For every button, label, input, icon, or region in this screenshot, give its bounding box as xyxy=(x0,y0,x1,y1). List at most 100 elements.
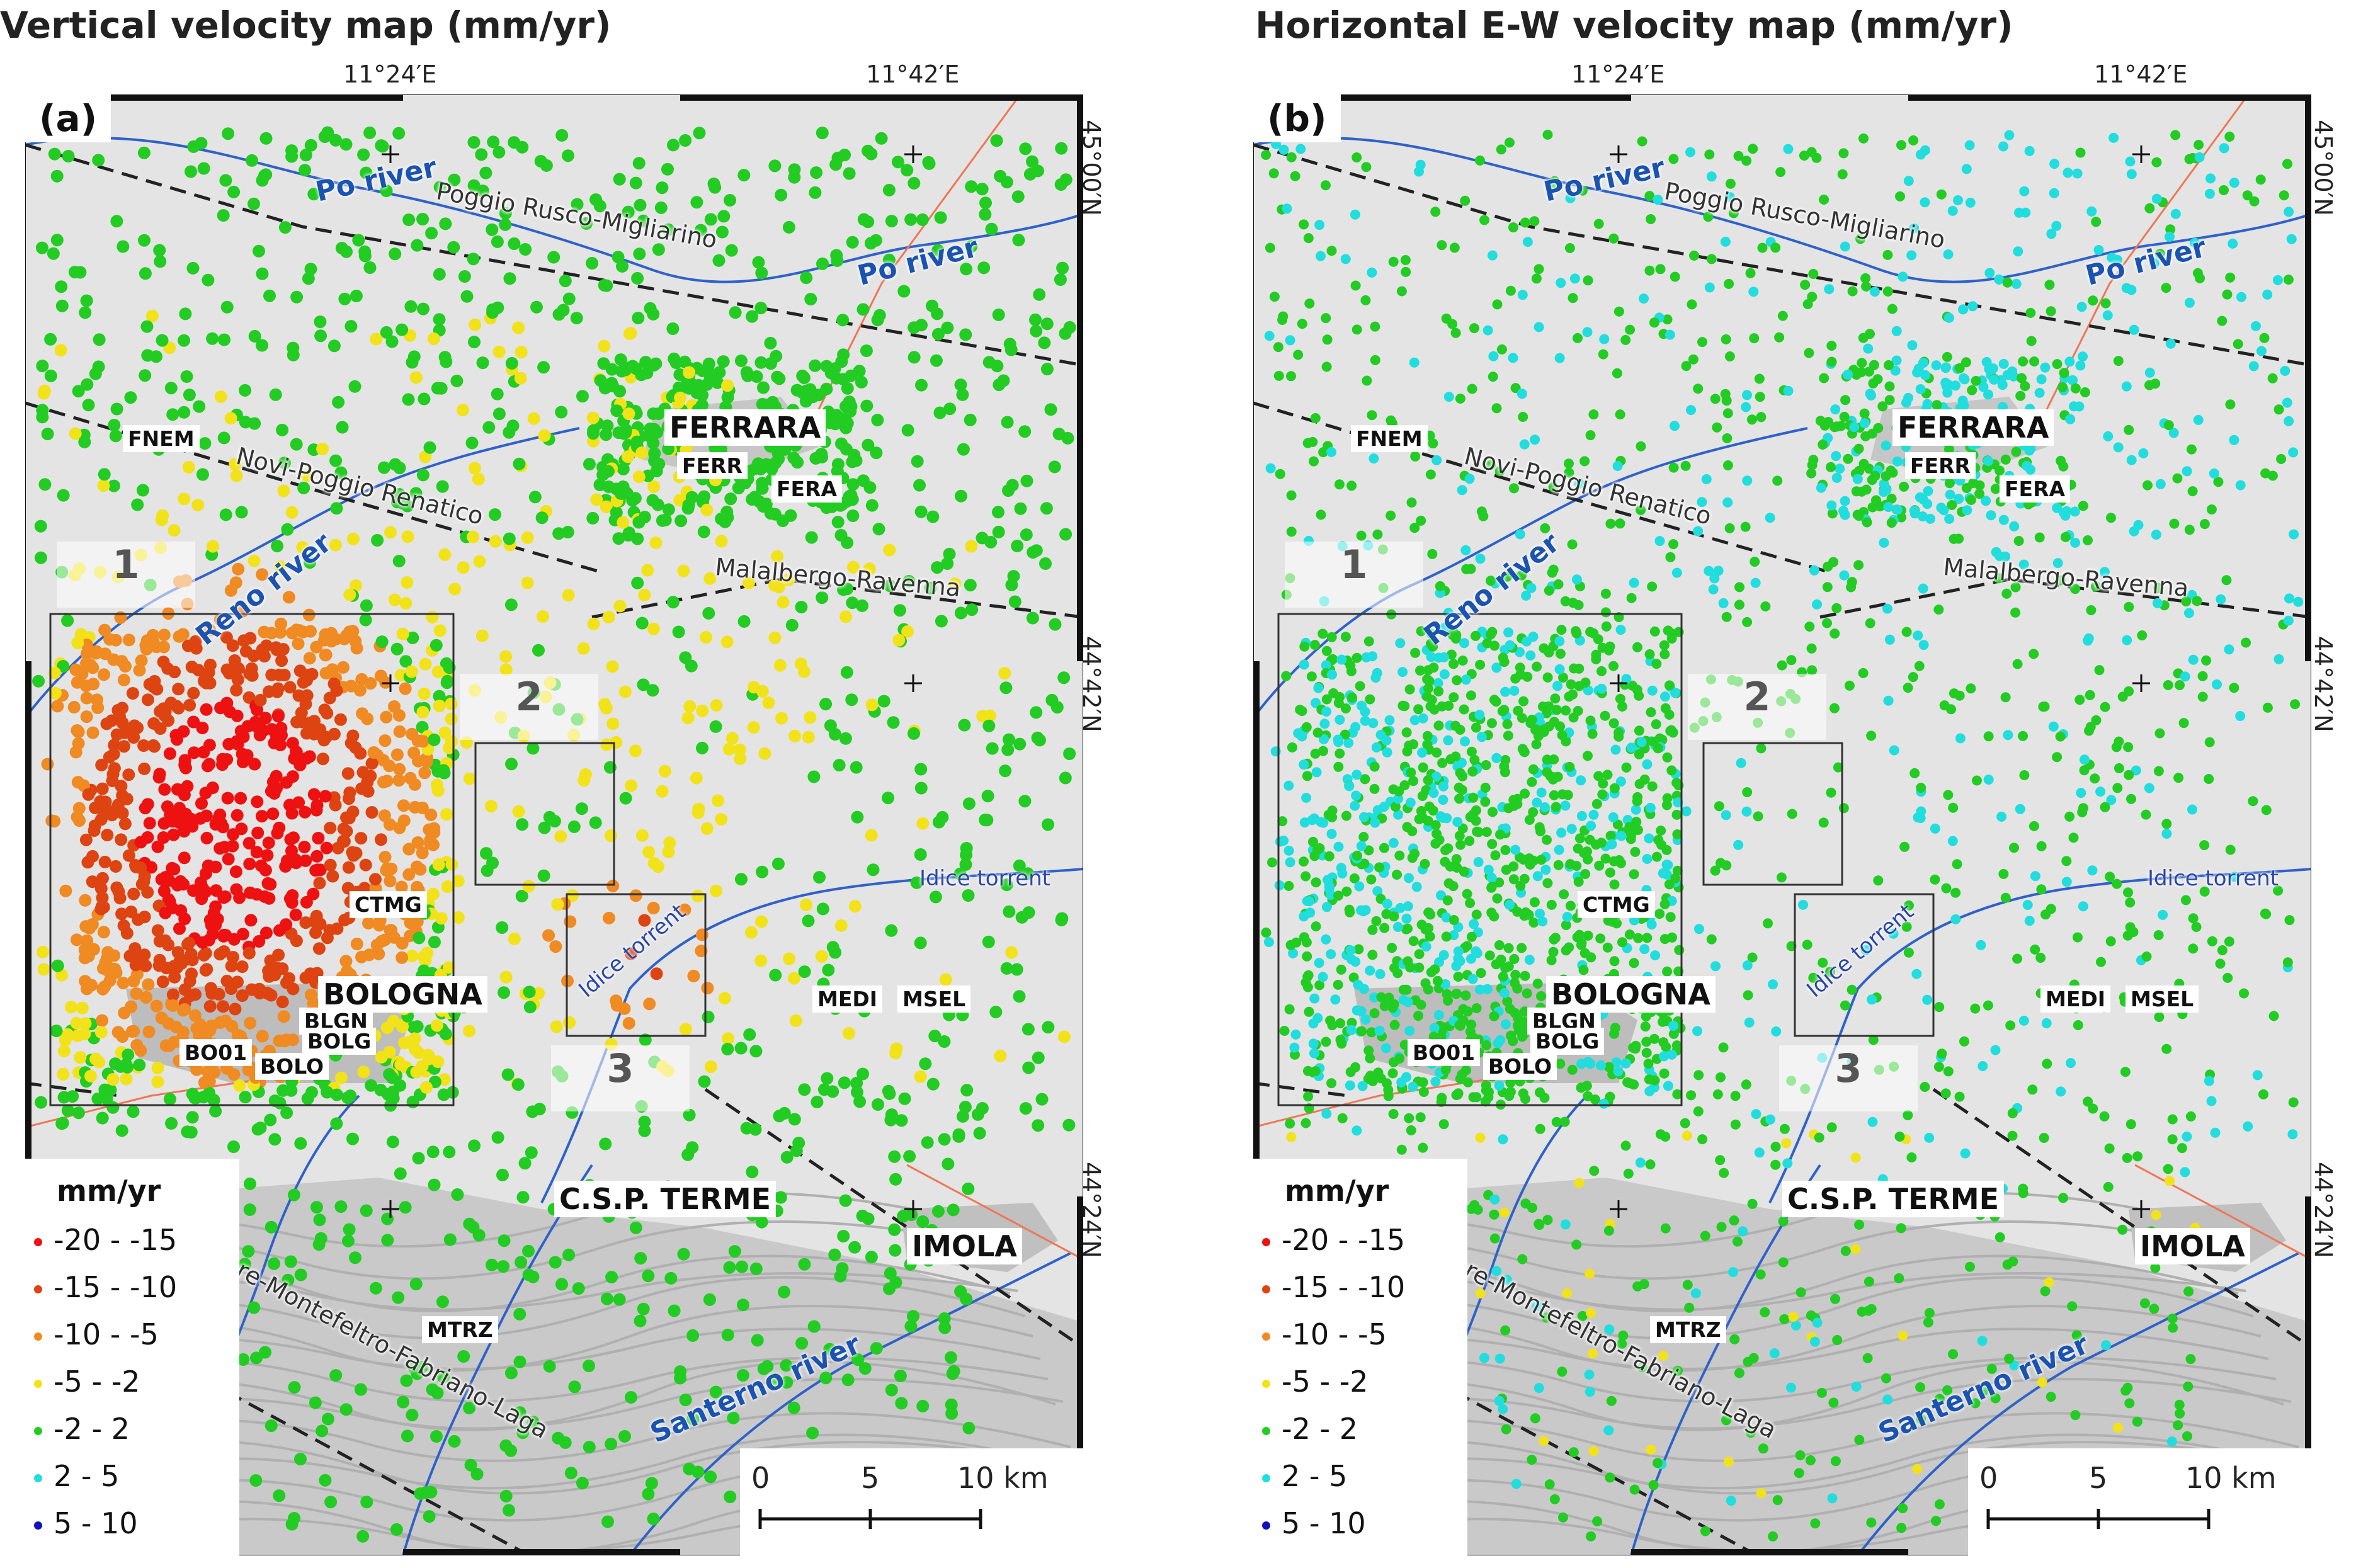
ps-point xyxy=(390,748,404,761)
ps-point xyxy=(157,628,171,642)
ps-point xyxy=(203,676,217,690)
ps-point xyxy=(159,906,172,919)
ps-point xyxy=(559,275,572,288)
frame-tick-left xyxy=(25,661,31,1196)
ps-point xyxy=(870,1342,883,1355)
ps-point xyxy=(774,1191,787,1204)
ps-point xyxy=(419,1081,433,1094)
ps-point xyxy=(335,242,348,254)
ps-point xyxy=(89,647,103,660)
ps-point xyxy=(302,608,316,622)
ps-point xyxy=(138,911,151,924)
ps-point xyxy=(499,207,512,220)
ps-point xyxy=(227,185,241,198)
ps-point xyxy=(606,879,620,892)
ps-point xyxy=(181,1125,194,1139)
ps-point xyxy=(256,1030,269,1043)
ps-point xyxy=(338,292,351,305)
ps-point xyxy=(248,554,261,567)
ps-point xyxy=(962,1421,976,1434)
ps-point xyxy=(451,1188,464,1201)
ps-point xyxy=(354,1383,367,1396)
ps-point xyxy=(697,525,710,538)
ps-point xyxy=(195,797,208,810)
ps-point xyxy=(229,458,242,470)
ps-point xyxy=(392,774,406,787)
legend-label: 5 - 10 xyxy=(54,1506,138,1540)
ps-point xyxy=(771,550,784,563)
ps-point xyxy=(465,436,479,450)
station-mtrz: MTRZ xyxy=(422,1316,498,1343)
ps-point xyxy=(463,1402,476,1414)
ps-point xyxy=(386,1135,399,1149)
ps-point xyxy=(319,648,333,661)
ps-point xyxy=(942,1157,955,1171)
ps-point xyxy=(198,437,212,450)
ps-point xyxy=(463,1217,476,1230)
ps-point xyxy=(482,421,496,434)
ps-point xyxy=(261,849,274,862)
ps-point xyxy=(447,241,460,254)
ps-point xyxy=(419,657,432,671)
ps-point xyxy=(350,938,363,950)
ps-point xyxy=(297,676,310,689)
ps-point xyxy=(792,1137,805,1150)
ps-point xyxy=(567,820,581,833)
ps-point xyxy=(856,303,870,316)
ps-point xyxy=(652,457,666,470)
ps-point xyxy=(290,290,304,304)
ps-point xyxy=(38,478,52,491)
ps-point xyxy=(497,1260,510,1273)
ps-point xyxy=(785,618,799,632)
ps-point xyxy=(448,173,461,186)
ps-point xyxy=(703,1293,716,1306)
ps-point xyxy=(55,1117,69,1130)
ps-point xyxy=(475,148,488,161)
ps-point xyxy=(542,929,555,942)
ps-point xyxy=(647,359,661,372)
ps-point xyxy=(253,244,265,258)
ps-point xyxy=(721,511,734,524)
ps-point xyxy=(755,915,768,928)
ps-point xyxy=(221,792,234,805)
ps-point xyxy=(239,645,253,658)
ps-point xyxy=(439,217,452,230)
ps-point xyxy=(958,719,971,732)
ps-point xyxy=(126,687,139,700)
ps-point xyxy=(37,945,49,958)
ps-point xyxy=(147,739,160,752)
ps-point xyxy=(916,817,930,830)
ps-point xyxy=(262,836,275,849)
ps-point xyxy=(48,666,61,679)
ps-point xyxy=(754,356,768,369)
ps-point xyxy=(473,555,486,568)
ps-point xyxy=(562,149,574,162)
ps-point xyxy=(433,268,446,281)
ps-point xyxy=(860,344,873,357)
ps-point xyxy=(590,493,603,506)
ps-point xyxy=(515,346,528,359)
ps-point xyxy=(561,526,574,538)
ps-point xyxy=(443,1233,457,1246)
ps-point xyxy=(270,729,283,742)
ps-point xyxy=(766,395,779,409)
ps-point xyxy=(326,870,339,883)
ps-point xyxy=(141,693,154,707)
ps-point xyxy=(865,1251,878,1264)
ps-point xyxy=(108,419,121,432)
ps-point xyxy=(856,599,868,612)
ps-point xyxy=(977,261,991,275)
ps-point xyxy=(187,715,200,729)
ps-point xyxy=(467,530,480,543)
ps-point xyxy=(504,1444,518,1457)
ps-point xyxy=(338,835,351,848)
ps-point xyxy=(990,134,1003,147)
ps-point xyxy=(649,536,663,549)
ps-point xyxy=(734,1042,748,1055)
ps-point xyxy=(313,1213,326,1227)
ps-point xyxy=(694,224,707,237)
ps-point xyxy=(647,1512,660,1525)
ps-point xyxy=(101,829,114,841)
station-ferr: FERR xyxy=(677,452,748,479)
ps-point xyxy=(255,810,268,823)
